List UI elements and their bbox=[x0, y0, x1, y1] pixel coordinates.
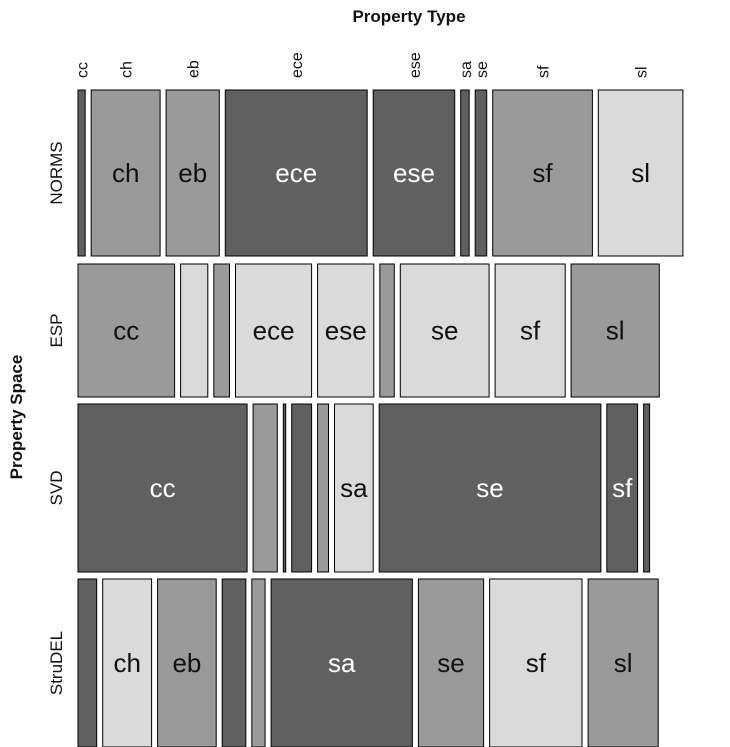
mosaic-cell-svd-se bbox=[378, 403, 602, 573]
cell-label: ch bbox=[112, 158, 139, 188]
column-tick-sl: sl bbox=[634, 66, 651, 78]
cell-label: ece bbox=[275, 158, 317, 188]
row-tick-label: StruDEL bbox=[47, 631, 66, 695]
mosaic-cell-esp-ece bbox=[235, 263, 313, 398]
cell-label: sl bbox=[631, 158, 650, 188]
mosaic-cell-svd-ese bbox=[317, 403, 330, 573]
cell-label: se bbox=[476, 473, 503, 503]
column-tick-cc: cc bbox=[75, 62, 92, 78]
mosaic-cell-svd-ch bbox=[252, 403, 278, 573]
cell-label: sf bbox=[612, 473, 633, 503]
cell-label: ch bbox=[113, 648, 140, 678]
column-tick-sa: sa bbox=[458, 61, 475, 78]
mosaic-cell-strudel-sf bbox=[489, 578, 583, 747]
cell-label: sa bbox=[340, 473, 368, 503]
mosaic-cell-strudel-ece bbox=[221, 578, 247, 747]
cell-label: sf bbox=[526, 648, 547, 678]
mosaic-cell-strudel-se bbox=[417, 578, 485, 747]
row-tick-label: SVD bbox=[47, 471, 66, 506]
cell-label: se bbox=[437, 648, 464, 678]
cell-label: ece bbox=[253, 316, 295, 346]
row-tick-label: ESP bbox=[47, 313, 66, 347]
mosaic-cell-esp-sf bbox=[494, 263, 566, 398]
mosaic-cell-norms-cc bbox=[77, 89, 86, 257]
cell-label: sf bbox=[520, 316, 541, 346]
row-tick-labels: NORMS ESP SVD StruDEL bbox=[47, 141, 66, 695]
mosaic-cell-strudel-ese bbox=[251, 578, 266, 747]
mosaic-cell-esp-se bbox=[399, 263, 490, 398]
mosaic-cell-norms-se bbox=[474, 89, 488, 257]
column-tick-ece: ece bbox=[289, 52, 306, 78]
cell-label: cc bbox=[150, 473, 176, 503]
mosaic-cell-norms-sl bbox=[597, 89, 684, 257]
mosaic-cell-strudel-ch bbox=[102, 578, 153, 747]
mosaic-cell-svd-ece bbox=[291, 403, 313, 573]
column-tick-ese: ese bbox=[407, 52, 424, 78]
y-axis-title: Property Space bbox=[7, 355, 26, 480]
x-axis-title: Property Type bbox=[352, 7, 465, 26]
mosaic-cell-esp-sl bbox=[570, 263, 660, 398]
cell-label: ese bbox=[393, 158, 435, 188]
cell-label: sf bbox=[532, 158, 553, 188]
mosaic-cell-esp-eb bbox=[213, 263, 231, 398]
column-tick-ch: ch bbox=[119, 61, 136, 78]
mosaic-cell-esp-cc bbox=[77, 263, 176, 398]
cell-label: sl bbox=[606, 316, 625, 346]
cell-label: sl bbox=[614, 648, 633, 678]
cell-label: eb bbox=[178, 158, 207, 188]
mosaic-cell-strudel-cc bbox=[77, 578, 98, 747]
cell-label: ese bbox=[325, 316, 367, 346]
mosaic-cell-esp-sa bbox=[379, 263, 395, 398]
column-tick-sf: sf bbox=[536, 65, 553, 78]
column-tick-eb: eb bbox=[186, 60, 203, 78]
mosaic-cell-norms-ch bbox=[90, 89, 161, 257]
mosaic-cell-svd-sa bbox=[334, 403, 374, 573]
mosaic-cell-esp-ch bbox=[180, 263, 209, 398]
column-tick-se: se bbox=[474, 61, 491, 78]
mosaic-cell-svd-sf bbox=[606, 403, 639, 573]
cell-label: se bbox=[431, 316, 458, 346]
mosaic-cell-strudel-sa bbox=[270, 578, 413, 747]
mosaic-cell-strudel-eb bbox=[157, 578, 217, 747]
mosaic-cell-norms-ece bbox=[224, 89, 368, 257]
mosaic-cell-norms-ese bbox=[372, 89, 456, 257]
cell-label: cc bbox=[113, 316, 139, 346]
cell-label: sa bbox=[328, 648, 356, 678]
mosaic-cell-svd-sl bbox=[643, 403, 651, 573]
mosaic-cell-svd-eb bbox=[282, 403, 287, 573]
mosaic-cell-norms-sa bbox=[460, 89, 470, 257]
mosaic-cell-norms-eb bbox=[165, 89, 220, 257]
row-tick-label: NORMS bbox=[47, 141, 66, 204]
mosaic-cell-norms-sf bbox=[492, 89, 593, 257]
mosaic-cell-esp-ese bbox=[317, 263, 375, 398]
mosaic-cell-svd-cc bbox=[77, 403, 248, 573]
cell-label: eb bbox=[172, 648, 201, 678]
mosaic-cell-strudel-sl bbox=[587, 578, 659, 747]
